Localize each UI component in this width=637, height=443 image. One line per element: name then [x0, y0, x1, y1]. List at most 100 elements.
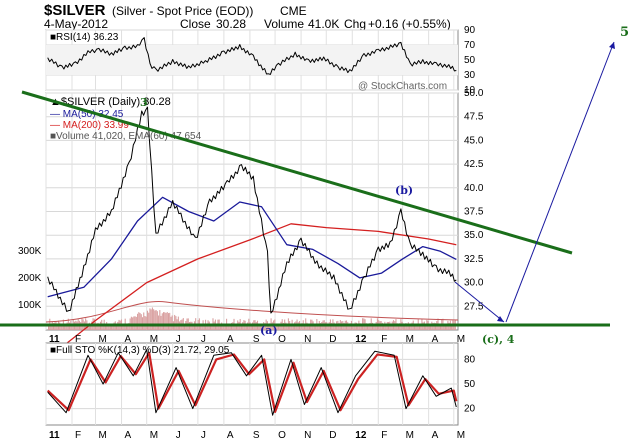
volume-bar	[116, 325, 118, 330]
volume-bar	[140, 314, 142, 330]
volume-bar	[277, 325, 280, 330]
volume-bar	[279, 323, 281, 330]
volume-bar	[308, 324, 310, 330]
price-x-tick-label: F	[381, 334, 387, 345]
volume-bar	[156, 311, 158, 330]
volume-bar	[133, 316, 135, 330]
rsi-tick-label: 70	[464, 40, 476, 51]
volume-bar	[48, 326, 50, 330]
volume-bar	[158, 315, 160, 330]
volume-bar	[169, 312, 171, 330]
chg-value: +0.16 (+0.55%)	[368, 17, 451, 31]
volume-bar	[192, 325, 194, 330]
volume-bar	[320, 323, 322, 330]
volume-bar	[418, 324, 421, 330]
ma50-line	[47, 196, 457, 298]
arrow-down-line	[454, 281, 505, 323]
volume-bar	[250, 324, 252, 330]
volume-bar	[410, 323, 412, 330]
volume-bar	[50, 325, 52, 330]
volume-bar	[383, 324, 385, 330]
volume-bar	[409, 325, 411, 330]
volume-bar	[164, 312, 166, 330]
volume-bar	[303, 325, 306, 330]
volume-tick-label: 100K	[18, 300, 42, 311]
volume-bar	[102, 323, 104, 330]
volume-bar	[413, 325, 416, 330]
volume-bar	[125, 324, 127, 330]
volume-bar	[171, 315, 173, 330]
volume-bar	[261, 324, 263, 330]
sto-x-tick-label: N	[304, 430, 311, 441]
price-tick-label: 37.5	[464, 207, 484, 218]
sto-tick-label: 50	[464, 379, 476, 390]
volume-bar	[258, 325, 260, 330]
rsi-tick-label: 30	[464, 70, 476, 81]
volume-bar	[307, 323, 309, 330]
volume-bar	[216, 324, 218, 330]
volume-value: 41.0K	[308, 17, 340, 31]
volume-bar	[175, 316, 177, 330]
volume-bar	[286, 325, 288, 330]
price-tick-label: 30.0	[464, 278, 484, 289]
wave-a-label: (a)	[260, 324, 278, 337]
rsi-tick-label: 90	[464, 25, 476, 36]
price-tick-label: 35.0	[464, 230, 484, 241]
volume-bar	[134, 316, 136, 330]
sto-x-tick-label: M	[406, 430, 414, 441]
volume-bar	[139, 312, 141, 330]
upper-trendline	[21, 90, 573, 255]
volume-bar	[374, 325, 376, 330]
volume-bar	[150, 309, 152, 330]
volume-bar	[174, 314, 176, 330]
volume-bar	[64, 326, 66, 330]
volume-bar	[112, 324, 114, 330]
volume-bar	[443, 324, 445, 330]
volume-bar	[223, 324, 225, 330]
volume-bar	[153, 309, 155, 330]
volume-bar	[201, 326, 203, 330]
volume-bar	[107, 324, 109, 330]
volume-bar	[200, 325, 202, 330]
volume-bar	[327, 325, 329, 330]
volume-bar	[177, 316, 179, 330]
volume-bar	[90, 324, 92, 330]
volume-bar	[155, 310, 157, 330]
stoch-d-line	[46, 351, 458, 413]
price-tick-label: 40.0	[464, 183, 484, 194]
volume-bar	[224, 324, 226, 330]
price-x-tick-label: A	[125, 334, 132, 345]
price-x-tick-label: S	[253, 334, 260, 345]
price-x-tick-label: 12	[355, 334, 367, 345]
volume-bar	[276, 325, 278, 330]
volume-bar	[451, 323, 453, 330]
price-x-tick-label: D	[329, 334, 336, 345]
sto-x-tick-label: J	[201, 430, 206, 441]
volume-bar	[396, 323, 398, 330]
volume-bar	[349, 323, 351, 330]
price-legend: ▲$SILVER (Daily) 30.28	[50, 96, 171, 108]
volume-bar	[360, 325, 362, 330]
volume-bar	[130, 316, 132, 330]
price-x-tick-label: M	[406, 334, 414, 345]
volume-bar	[425, 323, 427, 330]
volume-bar	[56, 324, 58, 330]
wave-c4-label: (c), 4	[482, 333, 515, 346]
volume-bar	[290, 323, 292, 330]
volume-bar	[151, 307, 153, 330]
volume-bar	[71, 323, 73, 330]
volume-bar	[434, 323, 437, 330]
volume-bar	[397, 323, 399, 330]
volume-bar	[203, 323, 205, 330]
volume-bar	[160, 315, 162, 330]
volume-bar	[137, 313, 139, 330]
chart-exchange: CME	[280, 4, 307, 18]
volume-bar	[385, 323, 387, 330]
sto-x-tick-label: S	[253, 430, 260, 441]
rsi-band	[46, 45, 458, 75]
volume-legend: ■Volume 41,020, EMA(60) 47,654	[50, 131, 202, 142]
volume-bar	[357, 324, 359, 330]
volume-bar	[432, 323, 434, 330]
volume-bar	[135, 316, 137, 330]
volume-bar	[301, 323, 303, 330]
